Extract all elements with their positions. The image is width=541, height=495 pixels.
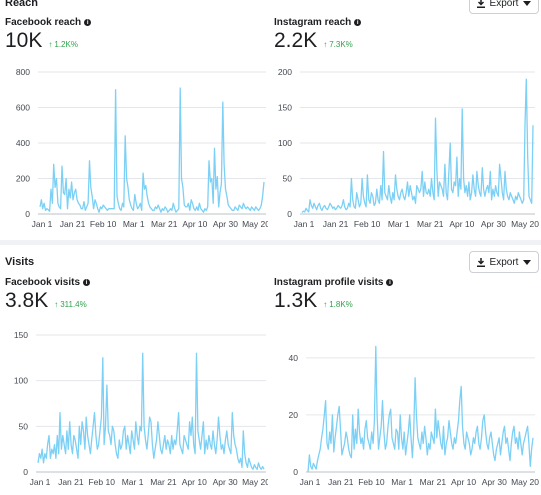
x-tick-label: Mar 21 (420, 477, 447, 487)
facebook-reach-panel: Facebook reach i 10K ↑ 1.2K% (5, 17, 270, 53)
facebook-visits-chart: 0 50 100 150 Jan 1 Jan 21 Feb 10 Mar 1 Mar 21 Apr… (14, 330, 268, 487)
instagram-reach-chart: 0 50 100 150 200 Jan 1 Jan 21 Feb 10 Mar 1 Mar 21… (278, 67, 539, 229)
x-tick-label: Apr 30 (213, 219, 238, 229)
arrow-up-icon: ↑ (54, 300, 59, 309)
x-tick-label: Feb 10 (358, 477, 385, 487)
x-tick-label: Feb 10 (88, 477, 115, 487)
info-icon[interactable]: i (83, 279, 91, 286)
y-tick-label: 600 (16, 103, 30, 113)
x-tick-label: May 20 (511, 477, 539, 487)
y-tick-label: 400 (16, 138, 30, 148)
y-tick-label: 800 (16, 67, 30, 77)
instagram-visits-panel: Instagram profile visits i 1.3K ↑ 1.8K% (274, 277, 539, 313)
download-icon (476, 0, 485, 8)
instagram-visits-change: ↑ 1.8K% (323, 300, 353, 309)
y-tick-label: 0 (293, 467, 298, 477)
x-tick-label: Mar 21 (151, 219, 178, 229)
x-tick-label: Apr 30 (482, 477, 507, 487)
x-tick-label: Mar 1 (122, 477, 144, 487)
facebook-visits-label: Facebook visits (5, 277, 81, 288)
series-line (39, 87, 265, 213)
visits-export-label: Export (489, 256, 519, 268)
instagram-visits-value: 1.3K (274, 289, 318, 312)
reach-export-button[interactable]: Export (469, 0, 539, 14)
x-tick-label: Apr 10 (449, 219, 474, 229)
instagram-reach-panel: Instagram reach i 2.2K ↑ 7.3K% (274, 17, 539, 53)
series-line (307, 345, 534, 473)
x-tick-label: Apr 10 (182, 219, 207, 229)
y-tick-label: 0 (23, 467, 28, 477)
x-tick-label: Mar 21 (417, 219, 444, 229)
instagram-reach-value: 2.2K (274, 29, 318, 52)
info-icon[interactable]: i (354, 19, 362, 26)
instagram-visits-label: Instagram profile visits (274, 277, 384, 288)
y-tick-label: 50 (283, 174, 293, 184)
y-tick-label: 0 (25, 209, 30, 219)
facebook-reach-value: 10K (5, 29, 43, 52)
facebook-visits-change: ↑ 311.4% (54, 300, 87, 309)
facebook-reach-label: Facebook reach (5, 17, 82, 28)
info-icon[interactable]: i (84, 19, 92, 26)
caret-down-icon (523, 0, 532, 6)
facebook-reach-chart: 0 200 400 600 800 Jan 1 Jan 21 Feb 10 Mar 1 Mar 2… (16, 67, 268, 229)
y-tick-label: 50 (19, 421, 29, 431)
visits-export-button[interactable]: Export (469, 251, 539, 273)
arrow-up-icon: ↑ (48, 40, 53, 49)
x-tick-label: May 20 (242, 219, 268, 229)
caret-down-icon (523, 259, 532, 265)
x-tick-label: Feb 10 (354, 219, 381, 229)
info-icon[interactable]: i (386, 279, 394, 286)
reach-export-label: Export (489, 0, 519, 9)
x-tick-label: Jan 21 (328, 477, 354, 487)
arrow-up-icon: ↑ (323, 40, 328, 49)
facebook-visits-panel: Facebook visits i 3.8K ↑ 311.4% (5, 277, 270, 313)
y-tick-label: 40 (289, 353, 299, 363)
y-tick-label: 200 (278, 67, 292, 77)
x-tick-label: Jan 1 (30, 477, 51, 487)
y-tick-label: 200 (16, 174, 30, 184)
instagram-reach-change: ↑ 7.3K% (323, 40, 353, 49)
y-tick-label: 100 (278, 138, 292, 148)
instagram-visits-chart: 0 20 40 Jan 1 Jan 21 Feb 10 Mar 1 Mar 21 Apr 10 A… (289, 345, 539, 487)
download-icon (476, 257, 485, 267)
x-tick-label: Apr 10 (451, 477, 476, 487)
x-tick-label: Apr 30 (213, 477, 238, 487)
x-tick-label: Apr 30 (481, 219, 506, 229)
x-tick-label: Jan 1 (294, 219, 315, 229)
x-tick-label: May 20 (242, 477, 268, 487)
x-tick-label: Jan 1 (32, 219, 53, 229)
x-tick-label: Jan 21 (58, 477, 84, 487)
arrow-up-icon: ↑ (323, 300, 328, 309)
facebook-reach-change: ↑ 1.2K% (48, 40, 78, 49)
facebook-visits-value: 3.8K (5, 289, 49, 312)
series-line (37, 352, 265, 470)
reach-section-title: Reach (5, 0, 39, 9)
series-line (301, 78, 534, 214)
x-tick-label: Jan 21 (323, 219, 349, 229)
x-tick-label: Mar 1 (123, 219, 145, 229)
x-tick-label: Mar 21 (150, 477, 177, 487)
x-tick-label: Mar 1 (388, 219, 410, 229)
instagram-reach-label: Instagram reach (274, 17, 352, 28)
section-divider (0, 240, 541, 245)
x-tick-label: Jan 21 (60, 219, 86, 229)
y-tick-label: 20 (289, 410, 299, 420)
x-tick-label: Feb 10 (90, 219, 117, 229)
x-tick-label: Apr 10 (182, 477, 207, 487)
y-tick-label: 150 (14, 330, 28, 340)
y-tick-label: 100 (14, 376, 28, 386)
x-tick-label: May 20 (511, 219, 539, 229)
y-tick-label: 0 (287, 209, 292, 219)
x-tick-label: Jan 1 (300, 477, 321, 487)
visits-section-title: Visits (5, 256, 35, 268)
y-tick-label: 150 (278, 103, 292, 113)
x-tick-label: Mar 1 (391, 477, 413, 487)
